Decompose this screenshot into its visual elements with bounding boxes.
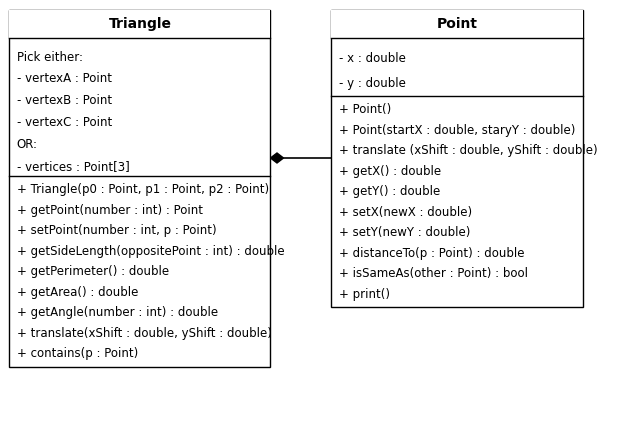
Polygon shape: [271, 153, 283, 163]
Text: + getSideLength(oppositePoint : int) : double: + getSideLength(oppositePoint : int) : d…: [17, 245, 285, 258]
Text: OR:: OR:: [17, 138, 38, 151]
Text: Triangle: Triangle: [108, 17, 171, 31]
Text: + contains(p : Point): + contains(p : Point): [17, 347, 138, 360]
Text: - vertexB : Point: - vertexB : Point: [17, 95, 112, 107]
Text: + isSameAs(other : Point) : bool: + isSameAs(other : Point) : bool: [338, 267, 528, 280]
Text: - y : double: - y : double: [338, 77, 405, 90]
Text: - vertexA : Point: - vertexA : Point: [17, 72, 112, 86]
Text: + setX(newX : double): + setX(newX : double): [338, 206, 472, 219]
Bar: [10, 10, 271, 366]
Text: Point: Point: [437, 17, 478, 31]
Text: + getX() : double: + getX() : double: [338, 164, 440, 178]
Text: + distanceTo(p : Point) : double: + distanceTo(p : Point) : double: [338, 247, 524, 259]
Text: + getY() : double: + getY() : double: [338, 185, 440, 198]
Text: + setPoint(number : int, p : Point): + setPoint(number : int, p : Point): [17, 224, 217, 237]
Bar: [331, 10, 583, 38]
Text: - x : double: - x : double: [338, 52, 405, 65]
Text: + setY(newY : double): + setY(newY : double): [338, 226, 470, 239]
Text: - vertices : Point[3]: - vertices : Point[3]: [17, 160, 129, 173]
Text: + getPerimeter() : double: + getPerimeter() : double: [17, 265, 169, 278]
Text: + Point(): + Point(): [338, 103, 391, 116]
Text: - vertexC : Point: - vertexC : Point: [17, 116, 112, 129]
Text: + print(): + print(): [338, 288, 390, 301]
Bar: [10, 10, 271, 38]
Text: + getAngle(number : int) : double: + getAngle(number : int) : double: [17, 306, 218, 319]
Text: + Point(startX : double, staryY : double): + Point(startX : double, staryY : double…: [338, 124, 575, 137]
Text: + translate (xShift : double, yShift : double): + translate (xShift : double, yShift : d…: [338, 144, 597, 157]
Text: + translate(xShift : double, yShift : double): + translate(xShift : double, yShift : do…: [17, 327, 272, 340]
Bar: [331, 10, 583, 307]
Text: + getPoint(number : int) : Point: + getPoint(number : int) : Point: [17, 204, 203, 216]
Text: + getArea() : double: + getArea() : double: [17, 285, 138, 299]
Text: Pick either:: Pick either:: [17, 51, 83, 63]
Text: + Triangle(p0 : Point, p1 : Point, p2 : Point): + Triangle(p0 : Point, p1 : Point, p2 : …: [17, 183, 269, 196]
